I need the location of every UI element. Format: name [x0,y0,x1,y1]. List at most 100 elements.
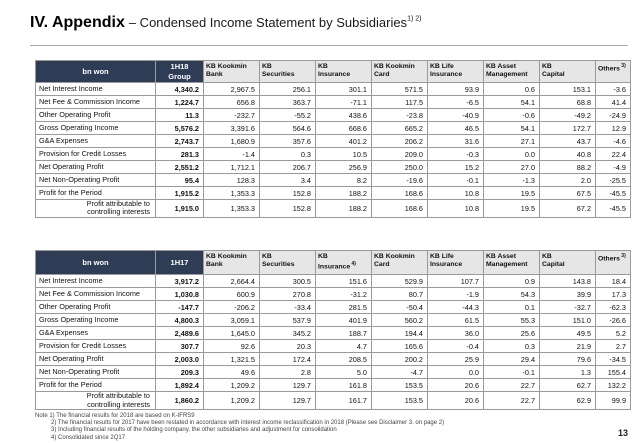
cell-value: -50.4 [371,300,428,315]
cell-value: 0.1 [483,300,540,315]
cell-value: 560.2 [371,313,428,328]
cell-value: -34.5 [595,352,631,367]
cell-value: 363.7 [259,95,316,109]
column-header: KB Life Insurance [427,60,484,83]
table-row: Profit attributable to controlling inter… [35,199,631,218]
cell-value: 2,743.7 [155,134,204,148]
cell-value: 132.2 [595,378,631,393]
cell-value: 19.5 [483,186,540,200]
cell-value: 22.4 [595,147,631,161]
column-header: Others 3) [595,60,631,83]
cell-value: 49.6 [203,365,260,380]
cell-value: -6.5 [427,95,484,109]
cell-value: 1,645.0 [203,326,260,341]
cell-value: -4.9 [595,160,631,174]
cell-value: 168.6 [371,186,428,200]
cell-value: 79.6 [539,352,596,367]
cell-value: 153.5 [371,391,428,411]
cell-value: 2,489.6 [155,326,204,341]
cell-value: -1.4 [203,147,260,161]
cell-value: -33.4 [259,300,316,315]
cell-value: 1,030.8 [155,287,204,302]
cell-value: 256.1 [259,82,316,96]
table-row: Other Operating Profit 11.3 -232.7 -55.2 438… [35,108,631,122]
cell-value: 1,915.2 [155,186,204,200]
cell-value: 92.6 [203,339,260,354]
cell-value: 29.4 [483,352,540,367]
column-footnote-marker: 3) [619,63,626,69]
table-row: Provision for Credit Losses 281.3 -1.4 0.3 1… [35,147,631,161]
cell-value: -4.7 [371,365,428,380]
cell-value: 155.4 [595,365,631,380]
cell-value: 250.0 [371,160,428,174]
cell-value: 25.6 [483,326,540,341]
cell-value: 668.6 [315,121,372,135]
row-label: Net Fee & Commission Income [35,287,156,302]
cell-value: 151.6 [315,274,372,289]
cell-value: 1,321.5 [203,352,260,367]
column-header: KB Asset Management [483,60,540,83]
cell-value: 281.5 [315,300,372,315]
footnote-2: 2) The financial results for 2017 have b… [51,420,445,427]
cell-value: 270.8 [259,287,316,302]
row-label: Net Fee & Commission Income [35,95,156,109]
cell-value: 153.5 [371,378,428,393]
cell-value: -71.1 [315,95,372,109]
unit-label: bn won [35,249,156,276]
cell-value: 206.2 [371,134,428,148]
cell-value: 8.2 [315,173,372,187]
cell-value: 151.0 [539,313,596,328]
cell-value: 281.3 [155,147,204,161]
cell-value: 172.4 [259,352,316,367]
cell-value: -1.9 [427,287,484,302]
table-row: Profit for the Period 1,915.2 1,353.3 152.8… [35,186,631,200]
column-footnote-marker: 3) [619,253,626,259]
column-header: KB Kookmin Bank [203,249,260,276]
row-label: Provision for Credit Losses [35,147,156,161]
cell-value: 1,224.7 [155,95,204,109]
cell-value: 152.8 [259,186,316,200]
row-label: Net Non-Operating Profit [35,173,156,187]
cell-value: 107.7 [427,274,484,289]
header-row: bn won 1H18 Group KB Kookmin Bank KB Securi… [35,60,631,83]
cell-value: -3.6 [595,82,631,96]
cell-value: 10.5 [315,147,372,161]
table-row: Net Fee & Commission Income 1,030.8 600.9 2… [35,287,631,302]
table-row: G&A Expenses 2,489.6 1,645.0 345.2 188.7 194.… [35,326,631,341]
cell-value: 41.4 [595,95,631,109]
cell-value: -55.2 [259,108,316,122]
cell-value: 15.2 [427,160,484,174]
cell-value: 49.5 [539,326,596,341]
cell-value: 1,680.9 [203,134,260,148]
column-header: KB Kookmin Card [371,249,428,276]
row-label: Profit attributable to controlling inter… [35,199,156,218]
column-header: Others 3) [595,249,631,276]
cell-value: 54.1 [483,95,540,109]
cell-value: 22.7 [483,378,540,393]
cell-value: 11.3 [155,108,204,122]
cell-value: 27.0 [483,160,540,174]
cell-value: 438.6 [315,108,372,122]
cell-value: 12.9 [595,121,631,135]
cell-value: -0.1 [483,365,540,380]
cell-value: 1,353.3 [203,186,260,200]
cell-value: 564.6 [259,121,316,135]
cell-value: -31.2 [315,287,372,302]
cell-value: 2,003.0 [155,352,204,367]
cell-value: -32.7 [539,300,596,315]
title-footnote-marker: 1) 2) [407,15,422,23]
cell-value: 1,860.2 [155,391,204,411]
cell-value: 656.8 [203,95,260,109]
income-statement-table-1h18: bn won 1H18 Group KB Kookmin Bank KB Securi… [35,60,631,218]
cell-value: 0.9 [483,274,540,289]
income-statement-table-1h17: bn won 1H17 KB Kookmin Bank KB Securities KB… [35,249,631,411]
cell-value: 188.2 [315,186,372,200]
row-label: Gross Operating Income [35,313,156,328]
cell-value: 256.9 [315,160,372,174]
period-header: 1H17 [155,249,204,276]
cell-value: -45.5 [595,199,631,218]
cell-value: 99.9 [595,391,631,411]
page-number: 13 [617,428,628,438]
row-label: Profit for the Period [35,186,156,200]
